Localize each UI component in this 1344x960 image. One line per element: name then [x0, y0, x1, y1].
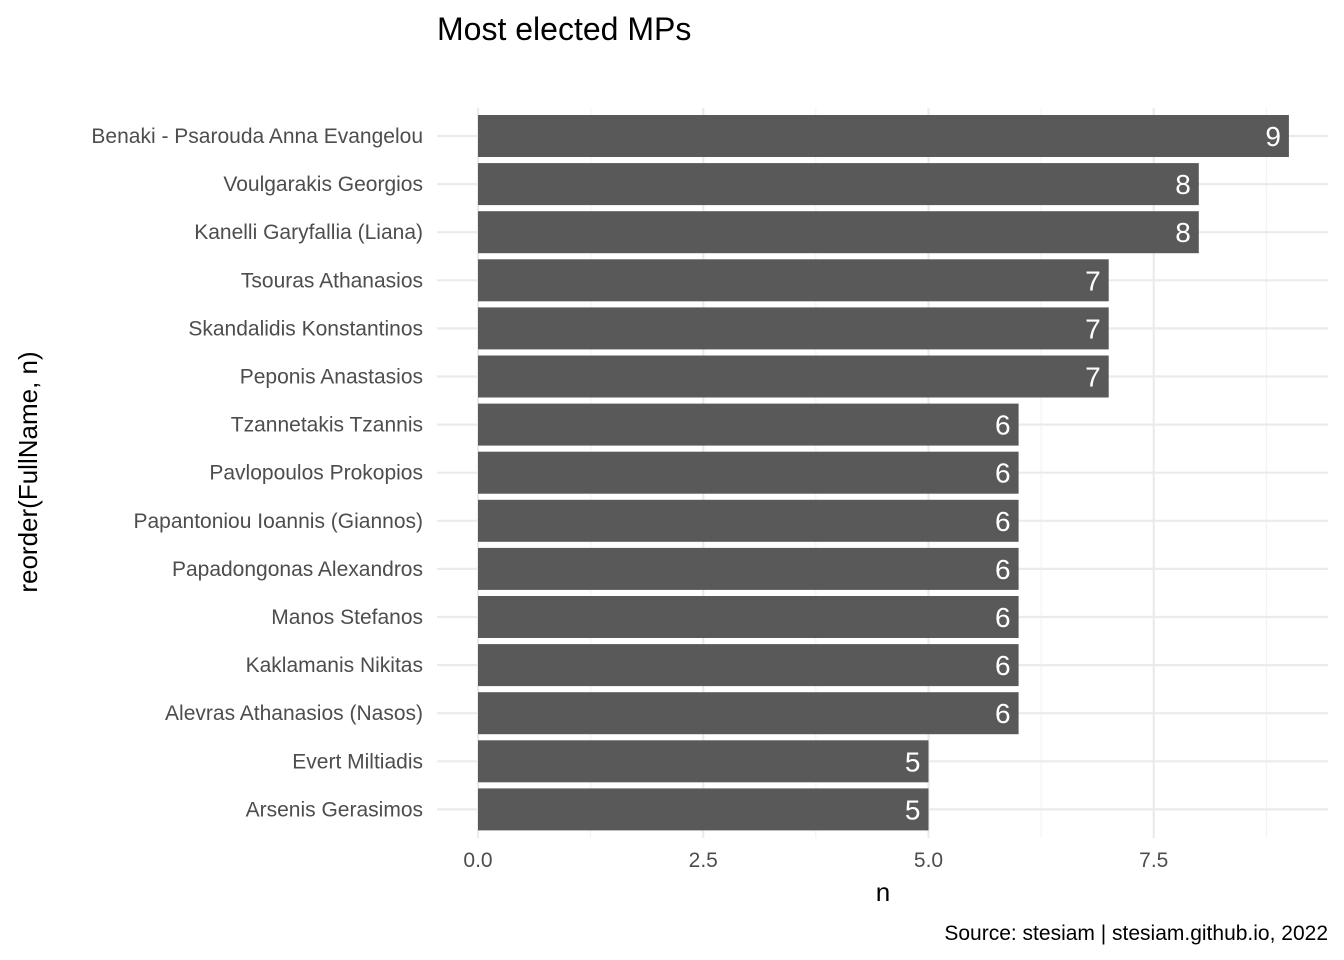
x-tick-label: 5.0	[914, 849, 943, 872]
bar	[478, 596, 1019, 638]
bars-layer	[478, 115, 1289, 831]
bar-value-label: 6	[995, 602, 1011, 633]
bar	[478, 547, 1019, 590]
bar-labels-layer: 9 8 8 7 7 7 6 6 6 6 6 6 6 5 5	[905, 121, 1281, 825]
y-tick-label: Benaki - Psarouda Anna Evangelou	[91, 125, 423, 148]
bar-value-label: 6	[995, 458, 1011, 489]
x-tick-label: 0.0	[463, 849, 492, 872]
y-tick-label: Voulgarakis Georgios	[223, 173, 423, 196]
y-tick-label: Tzannetakis Tzannis	[231, 414, 423, 437]
bar	[478, 115, 1289, 157]
bar-value-label: 8	[1175, 217, 1191, 248]
bar	[478, 692, 1019, 735]
bar	[478, 355, 1109, 398]
y-tick-label: Pavlopoulos Prokopios	[209, 462, 423, 485]
bar	[478, 307, 1109, 350]
bar-value-label: 7	[1085, 362, 1101, 393]
y-tick-label: Kanelli Garyfallia (Liana)	[194, 221, 423, 244]
bar-value-label: 7	[1085, 313, 1101, 344]
y-tick-label: Peponis Anastasios	[240, 366, 423, 389]
y-axis-title: reorder(FullName, n)	[13, 351, 43, 592]
bar	[478, 740, 929, 783]
bar-value-label: 6	[995, 650, 1011, 681]
y-tick-label: Manos Stefanos	[271, 606, 423, 629]
chart-title: Most elected MPs	[437, 11, 691, 47]
bar	[478, 211, 1199, 254]
y-tick-label: Arsenis Gerasimos	[246, 798, 423, 821]
bar	[478, 451, 1019, 494]
y-tick-label: Evert Miltiadis	[292, 750, 423, 773]
x-tick-label: 2.5	[689, 849, 718, 872]
bar	[478, 403, 1019, 446]
bar-value-label: 6	[995, 698, 1011, 729]
bar-value-label: 6	[995, 410, 1011, 441]
x-axis-title: n	[876, 877, 890, 907]
bar-value-label: 8	[1175, 169, 1191, 200]
bar-value-label: 5	[905, 746, 921, 777]
bar	[478, 259, 1109, 302]
y-tick-label: Alevras Athanasios (Nasos)	[165, 702, 423, 725]
bar	[478, 788, 929, 831]
y-tick-label: Tsouras Athanasios	[241, 269, 423, 292]
bar-value-label: 6	[995, 554, 1011, 585]
y-tick-label: Papantoniou Ioannis (Giannos)	[133, 510, 423, 533]
x-tick-label: 7.5	[1139, 849, 1168, 872]
bar-value-label: 5	[905, 794, 921, 825]
bar-value-label: 9	[1265, 121, 1281, 152]
bar-value-label: 7	[1085, 265, 1101, 296]
bar	[478, 499, 1019, 542]
bar	[478, 644, 1019, 687]
y-tick-label: Papadongonas Alexandros	[172, 558, 423, 581]
bar	[478, 163, 1199, 206]
y-tick-label: Skandalidis Konstantinos	[188, 317, 423, 340]
y-tick-label: Kaklamanis Nikitas	[246, 654, 423, 677]
chart-caption: Source: stesiam | stesiam.github.io, 202…	[944, 922, 1328, 945]
bar-value-label: 6	[995, 506, 1011, 537]
y-tick-labels: Benaki - Psarouda Anna Evangelou Voulgara…	[91, 125, 423, 821]
x-tick-labels: 0.0 2.5 5.0 7.5	[463, 849, 1168, 872]
